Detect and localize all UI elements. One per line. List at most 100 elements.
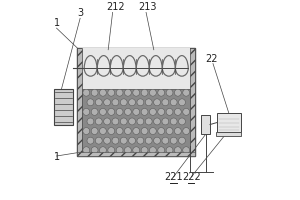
Ellipse shape — [95, 99, 102, 106]
Ellipse shape — [112, 137, 119, 144]
Ellipse shape — [149, 89, 156, 96]
Ellipse shape — [145, 99, 152, 106]
Ellipse shape — [124, 147, 131, 154]
Ellipse shape — [183, 108, 190, 115]
Ellipse shape — [149, 108, 156, 115]
Bar — [77, 152, 195, 156]
Ellipse shape — [104, 137, 110, 144]
Ellipse shape — [183, 147, 190, 154]
Ellipse shape — [154, 99, 160, 106]
Text: 212: 212 — [107, 2, 125, 12]
Ellipse shape — [137, 118, 144, 125]
Ellipse shape — [83, 147, 90, 154]
Text: 22: 22 — [205, 54, 218, 64]
Bar — [201, 115, 210, 134]
Bar — [77, 48, 82, 156]
Ellipse shape — [87, 99, 94, 106]
Ellipse shape — [137, 99, 144, 106]
Ellipse shape — [91, 147, 98, 154]
Bar — [82, 89, 190, 156]
Text: 221: 221 — [164, 172, 183, 182]
Ellipse shape — [129, 137, 136, 144]
Ellipse shape — [178, 99, 185, 106]
Ellipse shape — [108, 89, 115, 96]
Ellipse shape — [133, 147, 140, 154]
Ellipse shape — [158, 89, 165, 96]
Ellipse shape — [174, 128, 181, 134]
Ellipse shape — [100, 108, 106, 115]
Ellipse shape — [149, 128, 156, 134]
Ellipse shape — [112, 99, 119, 106]
Ellipse shape — [116, 108, 123, 115]
Ellipse shape — [124, 89, 131, 96]
Bar — [217, 113, 241, 132]
Ellipse shape — [83, 128, 90, 134]
Ellipse shape — [162, 99, 169, 106]
Ellipse shape — [133, 108, 140, 115]
Text: 1: 1 — [54, 18, 60, 28]
Ellipse shape — [104, 99, 110, 106]
Ellipse shape — [87, 118, 94, 125]
Ellipse shape — [83, 108, 90, 115]
Ellipse shape — [158, 147, 165, 154]
Ellipse shape — [145, 137, 152, 144]
Ellipse shape — [154, 137, 160, 144]
Ellipse shape — [124, 108, 131, 115]
Ellipse shape — [141, 147, 148, 154]
Ellipse shape — [162, 137, 169, 144]
Ellipse shape — [129, 118, 136, 125]
Text: 3: 3 — [77, 8, 83, 18]
Ellipse shape — [120, 118, 127, 125]
Ellipse shape — [100, 147, 106, 154]
Bar — [77, 48, 195, 156]
Ellipse shape — [104, 118, 110, 125]
Ellipse shape — [178, 118, 185, 125]
Ellipse shape — [183, 89, 190, 96]
Ellipse shape — [87, 137, 94, 144]
Ellipse shape — [133, 89, 140, 96]
Ellipse shape — [166, 108, 173, 115]
Ellipse shape — [91, 128, 98, 134]
Ellipse shape — [108, 147, 115, 154]
Ellipse shape — [174, 147, 181, 154]
Ellipse shape — [100, 89, 106, 96]
Ellipse shape — [100, 128, 106, 134]
Ellipse shape — [120, 137, 127, 144]
Ellipse shape — [137, 137, 144, 144]
Bar — [190, 48, 195, 156]
Bar — [54, 89, 73, 125]
Ellipse shape — [154, 118, 160, 125]
Ellipse shape — [95, 137, 102, 144]
Text: 213: 213 — [138, 2, 157, 12]
Ellipse shape — [158, 128, 165, 134]
Text: 222: 222 — [182, 172, 201, 182]
Ellipse shape — [170, 99, 177, 106]
Ellipse shape — [116, 89, 123, 96]
Ellipse shape — [141, 128, 148, 134]
Ellipse shape — [149, 147, 156, 154]
Text: 1: 1 — [54, 152, 60, 162]
Ellipse shape — [183, 128, 190, 134]
Ellipse shape — [162, 118, 169, 125]
Ellipse shape — [124, 128, 131, 134]
Bar — [82, 48, 190, 89]
Ellipse shape — [120, 99, 127, 106]
Ellipse shape — [170, 118, 177, 125]
Ellipse shape — [174, 108, 181, 115]
Ellipse shape — [174, 89, 181, 96]
Ellipse shape — [133, 128, 140, 134]
Ellipse shape — [141, 108, 148, 115]
Ellipse shape — [166, 128, 173, 134]
Ellipse shape — [95, 118, 102, 125]
Ellipse shape — [91, 89, 98, 96]
Ellipse shape — [116, 147, 123, 154]
Ellipse shape — [112, 118, 119, 125]
Ellipse shape — [108, 108, 115, 115]
Ellipse shape — [108, 128, 115, 134]
Ellipse shape — [166, 89, 173, 96]
Ellipse shape — [91, 108, 98, 115]
Ellipse shape — [129, 99, 136, 106]
Ellipse shape — [83, 89, 90, 96]
Ellipse shape — [178, 137, 185, 144]
Ellipse shape — [170, 137, 177, 144]
